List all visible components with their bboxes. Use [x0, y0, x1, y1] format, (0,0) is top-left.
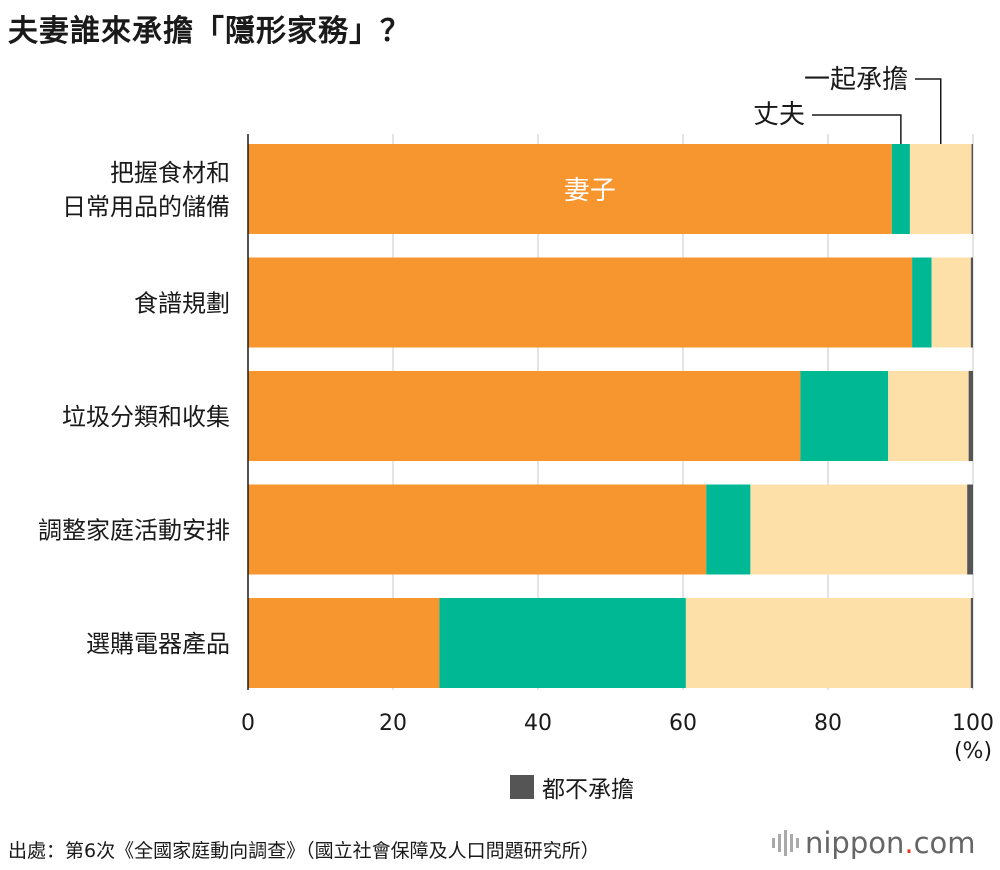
x-tick-label: 0 — [241, 711, 255, 736]
legend-swatch-none — [510, 775, 534, 799]
series-label-wife: 妻子 — [564, 176, 616, 206]
bar-segment-husband — [800, 371, 889, 461]
x-tick-label: 100 — [952, 711, 994, 736]
series-label-both: 一起承擔 — [804, 65, 908, 95]
bar-segment-husband — [439, 598, 686, 688]
bar-segment-none — [970, 257, 973, 348]
legend: 都不承擔 — [510, 770, 634, 804]
bar-segment-both — [931, 257, 971, 348]
bar-segment-none — [968, 371, 973, 461]
x-tick-label: 80 — [814, 711, 842, 736]
bar-segment-husband — [912, 257, 932, 348]
bar-segment-wife — [248, 598, 440, 688]
source-note: 出處：第6次《全國家庭動向調查》（國立社會保障及人口問題研究所） — [8, 840, 600, 862]
x-unit-label: (%) — [954, 739, 992, 764]
bar-segment-wife — [248, 257, 913, 348]
logo-text: nippon — [805, 826, 905, 860]
category-label: 把握食材和 — [110, 159, 230, 187]
category-label: 調整家庭活動安排 — [38, 517, 230, 545]
callout-line-both — [915, 78, 942, 144]
logo-bars-icon — [772, 830, 799, 856]
x-tick-label: 20 — [379, 711, 407, 736]
bar-segment-both — [750, 484, 968, 575]
bar-segment-none — [967, 484, 973, 575]
x-tick-label: 40 — [524, 711, 552, 736]
bar-segment-husband — [706, 484, 751, 575]
category-label: 日常用品的儲備 — [62, 193, 230, 221]
bar-segment-both — [909, 144, 972, 234]
x-tick-label: 60 — [669, 711, 697, 736]
category-label: 垃圾分類和收集 — [62, 403, 230, 431]
nippon-logo: nippon.com — [772, 826, 976, 860]
legend-label-none: 都不承擔 — [542, 777, 634, 803]
bar-segment-none — [971, 144, 973, 234]
bar-segment-both — [685, 598, 971, 688]
chart-title: 夫妻誰來承擔「隱形家務」？ — [8, 14, 411, 49]
bar-segment-wife — [248, 144, 892, 234]
logo-dot: . — [904, 826, 914, 860]
series-label-husband: 丈夫 — [753, 100, 805, 130]
bar-segment-both — [888, 371, 969, 461]
callout-line-husband — [812, 114, 902, 144]
logo-suffix: com — [913, 826, 976, 860]
bar-segment-none — [970, 598, 973, 688]
bar-segment-husband — [891, 144, 910, 234]
category-label: 食譜規劃 — [134, 290, 230, 318]
category-label: 選購電器產品 — [86, 630, 230, 658]
bar-segment-wife — [248, 484, 707, 575]
bar-segment-wife — [248, 371, 801, 461]
